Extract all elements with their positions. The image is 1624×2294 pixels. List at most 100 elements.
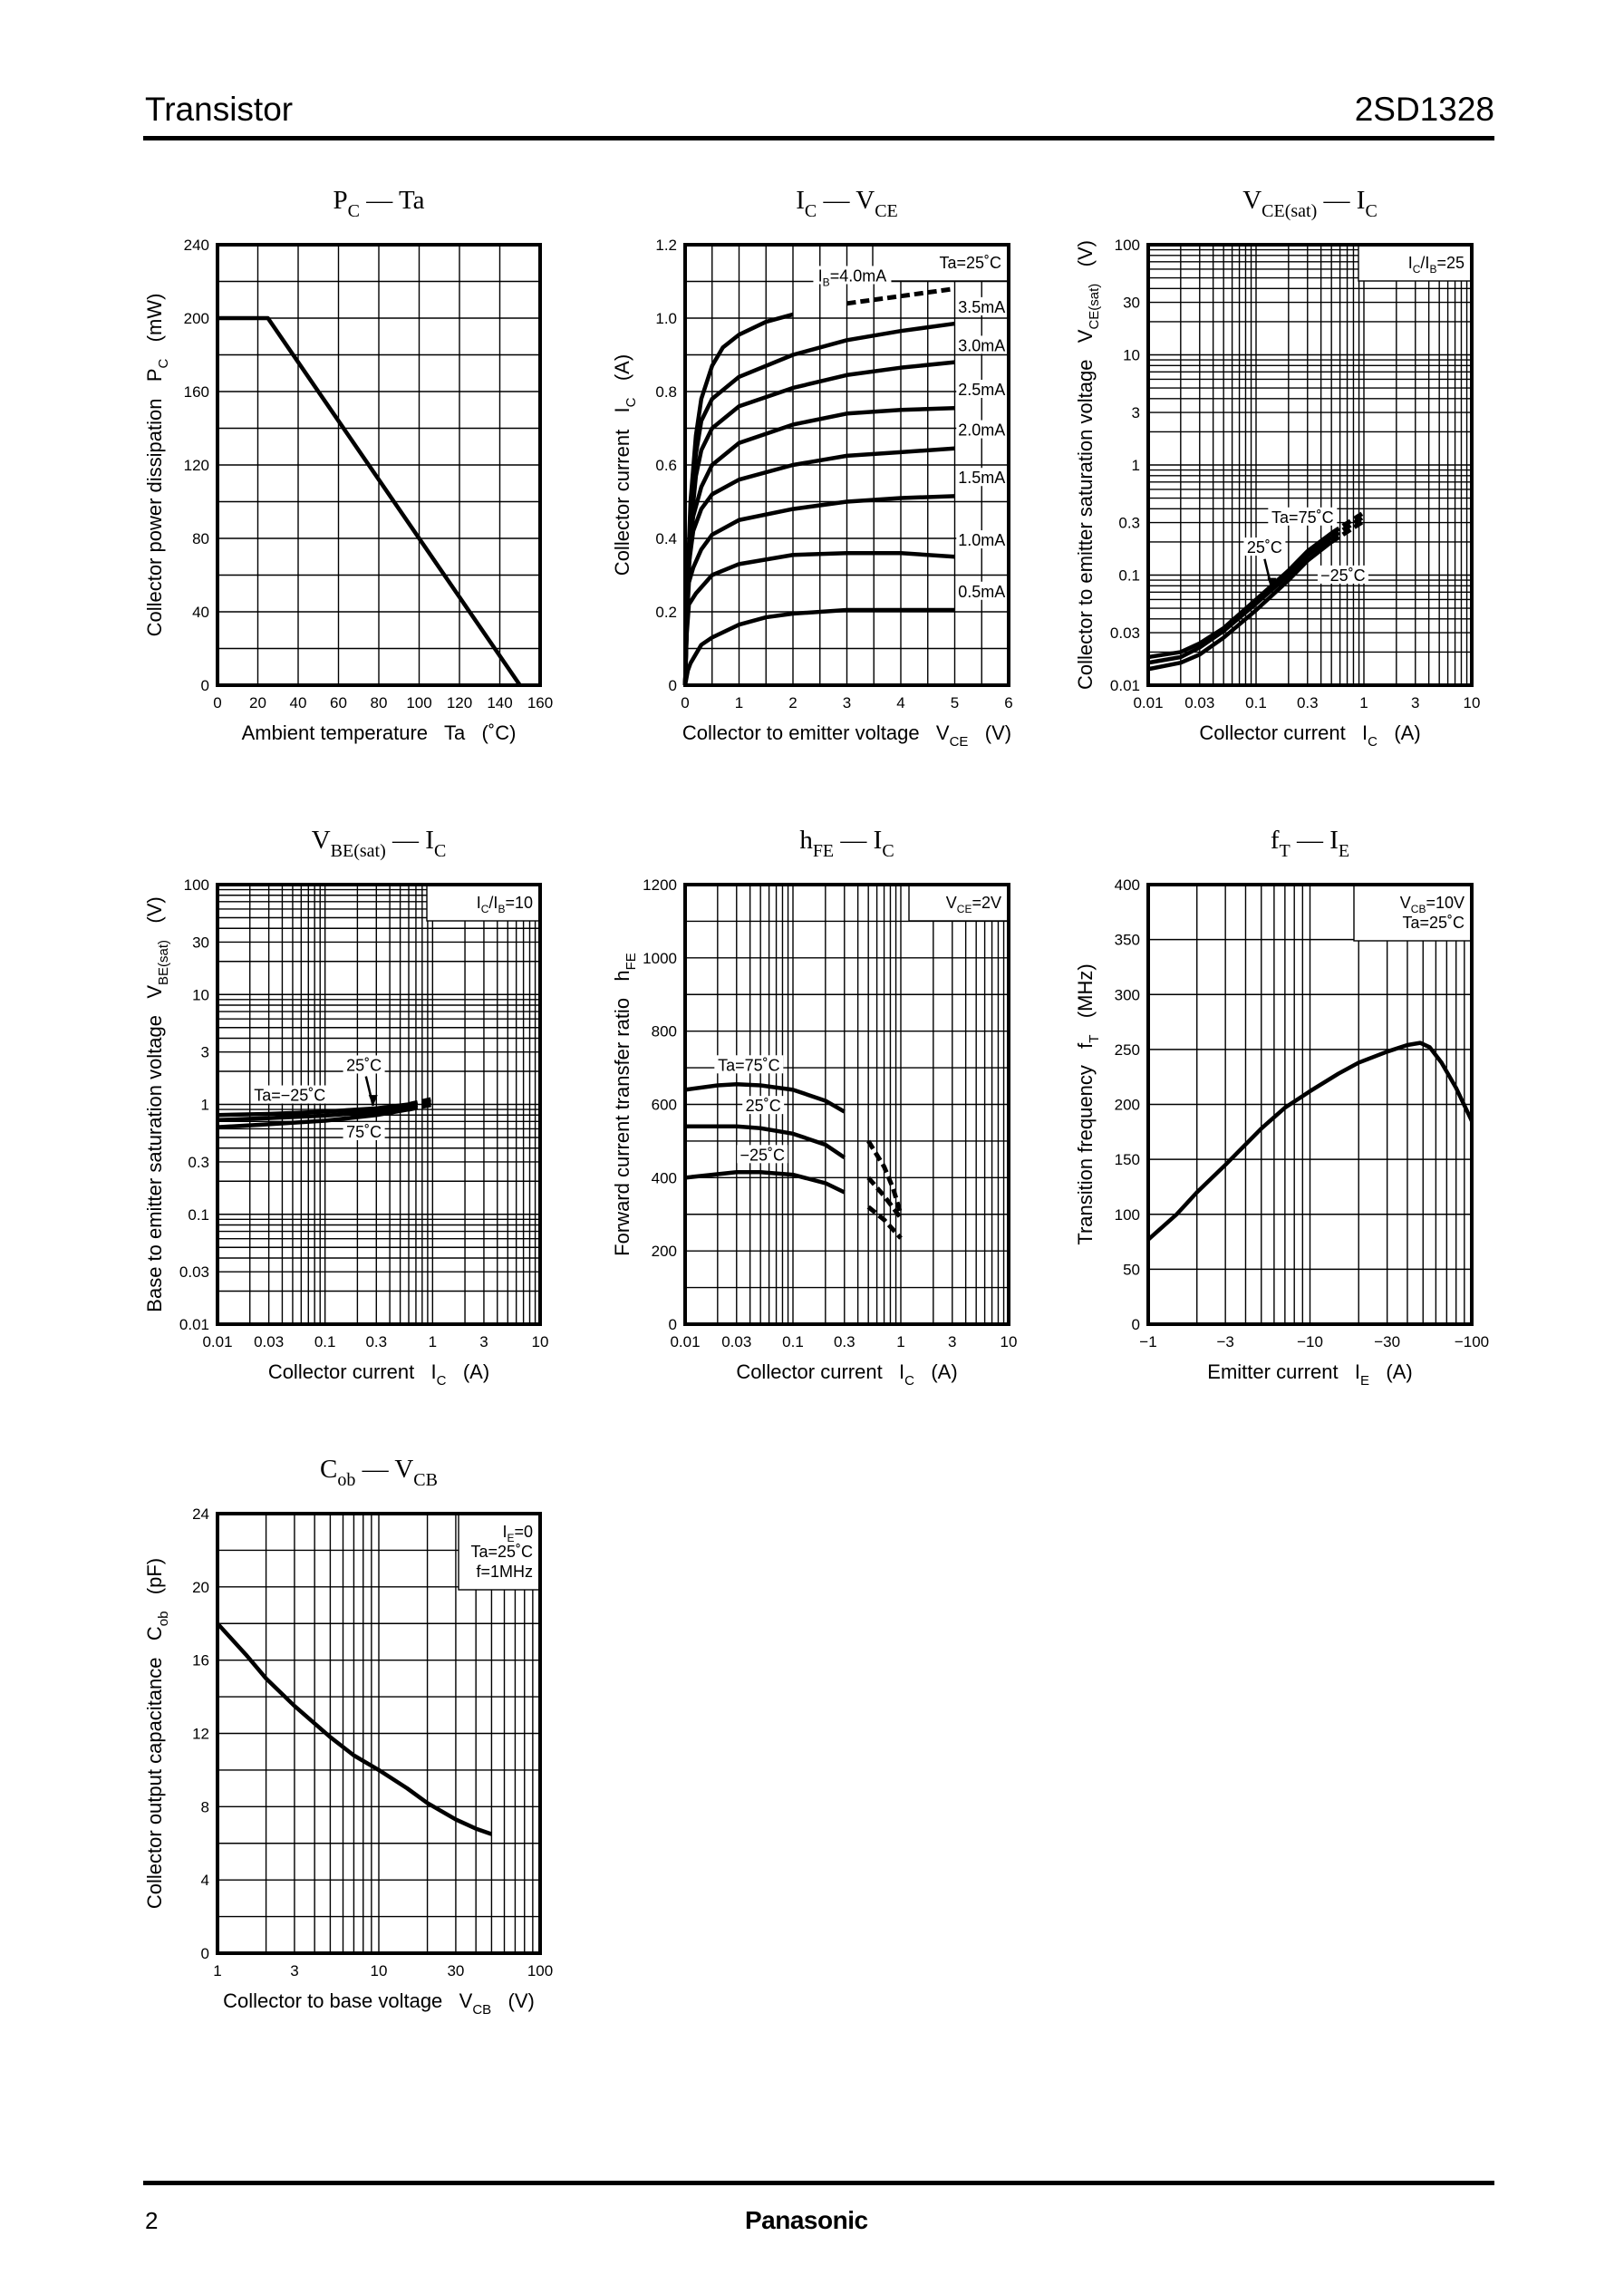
y-tick-label: 0: [1132, 1316, 1140, 1333]
x-tick-label: 1: [1359, 694, 1368, 711]
y-tick-label: 1200: [643, 876, 677, 894]
series-label-background: [1268, 507, 1338, 526]
series-label: −25˚C: [1320, 566, 1366, 585]
y-tick-label: 400: [652, 1169, 677, 1186]
y-tick-label: 100: [1115, 1206, 1140, 1224]
x-axis-label: Emitter current IE (A): [1207, 1360, 1412, 1389]
condition-label: Ta=25˚C: [1402, 914, 1464, 932]
y-axis-label: Base to emitter saturation voltage VBE(s…: [143, 896, 171, 1312]
y-tick-label: 350: [1115, 932, 1140, 949]
y-tick-label: 0.8: [655, 383, 677, 401]
series-line: [216, 1621, 493, 1836]
chart-cob-vcb: IE=0Ta=25˚C f=1MHz 1 3 10 30 100 0 4 8 12 16 20 24 Cob…: [143, 1455, 553, 2018]
x-tick-label: 10: [1000, 1333, 1018, 1350]
x-tick-label: 0.1: [782, 1333, 804, 1350]
x-axis-label: Collector current IC (A): [1199, 721, 1420, 750]
y-tick-label: 0.03: [1110, 624, 1140, 642]
x-tick-label: −3: [1216, 1333, 1233, 1350]
y-tick-label: 600: [652, 1097, 677, 1114]
series-label-background: [956, 296, 1008, 315]
series-label: 25˚C: [346, 1056, 382, 1074]
series-line: [685, 1124, 846, 1159]
chart-vcesat-ic: IC/IB=25 Ta=75˚C 25˚C −25˚C 0.01 0.03 0.1 0.3 1 3…: [1074, 186, 1480, 750]
y-tick-label: 1: [1132, 457, 1140, 474]
series-label-background: [956, 420, 1008, 439]
series-label: 1.0mA: [958, 531, 1005, 549]
footer-rule: [143, 2181, 1494, 2185]
series-line: [684, 1170, 846, 1195]
y-tick-label: 20: [192, 1579, 209, 1596]
series-line-dashed: [1329, 510, 1366, 536]
series-line: [682, 607, 955, 686]
y-tick-label: 0: [201, 677, 209, 694]
x-tick-label: 0.3: [365, 1333, 387, 1350]
y-tick-label: 0.01: [179, 1316, 209, 1333]
series-line-dashed: [408, 1099, 433, 1109]
y-tick-label: 800: [652, 1023, 677, 1041]
chart-title: VCE(sat) — IC: [1242, 186, 1378, 221]
chart-vbesat-ic: IC/IB=10 Ta=−25˚C 25˚C 75˚C 0.01 0.03 0.1 0.3 1 3…: [143, 826, 548, 1389]
x-tick-label: −10: [1297, 1333, 1323, 1350]
series-label-background: [737, 1145, 788, 1164]
x-tick-label: 80: [371, 694, 388, 711]
series-line: [217, 1102, 410, 1118]
y-tick-label: 50: [1123, 1261, 1140, 1278]
chart-title: hFE — IC: [799, 826, 894, 861]
y-tick-label: 200: [184, 310, 209, 327]
series-label-background: [956, 581, 1008, 600]
y-tick-label: 0.3: [1118, 515, 1140, 532]
y-tick-label: 40: [192, 604, 209, 621]
conditions-box: [1353, 884, 1473, 942]
series-label: Ta=75˚C: [718, 1056, 780, 1074]
x-tick-label: 0.1: [314, 1333, 336, 1350]
series-line-dashed: [408, 1102, 433, 1112]
series-line: [1147, 536, 1333, 665]
x-tick-label: 3: [290, 1962, 298, 1979]
y-axis-label: Collector to emitter saturation voltage …: [1074, 240, 1102, 690]
x-tick-label: 0.03: [721, 1333, 751, 1350]
x-tick-label: 0.03: [254, 1333, 284, 1350]
plot-frame: [1146, 243, 1474, 687]
y-tick-label: 1.0: [655, 310, 677, 327]
y-tick-label: 0.01: [1110, 677, 1140, 694]
x-tick-label: 100: [406, 694, 431, 711]
y-tick-label: 1000: [643, 950, 677, 967]
part-number: 2SD1328: [1354, 91, 1494, 128]
x-tick-label: 60: [330, 694, 347, 711]
series-line: [1146, 1041, 1474, 1242]
chart-title: Cob — VCB: [320, 1455, 438, 1490]
series-label: 1.5mA: [958, 469, 1005, 487]
x-tick-label: 120: [447, 694, 472, 711]
x-tick-label: 140: [487, 694, 512, 711]
series-line-dashed: [1329, 514, 1366, 540]
condition-label: Ta=25˚C: [470, 1543, 533, 1561]
chart-title: PC — Ta: [333, 186, 424, 221]
series-label-background: [956, 335, 1008, 354]
y-tick-label: 150: [1115, 1151, 1140, 1168]
x-tick-label: 3: [479, 1333, 488, 1350]
plot-frame: [1146, 883, 1474, 1326]
y-tick-label: 160: [184, 383, 209, 401]
x-tick-label: 5: [951, 694, 959, 711]
chart-ic-vce: Ta=25˚C IB=4.0mA 3.5mA 3.0mA 2.5mA 2.0mA 1.5mA…: [611, 186, 1013, 750]
series-label: 3.5mA: [958, 298, 1005, 316]
y-axis-label: Collector power dissipation PC (mW): [143, 294, 171, 637]
chart-hfe-ic: VCE=2V Ta=75˚C 25˚C −25˚C 0.01 0.03 0.1 0.3 1 3 10…: [611, 826, 1017, 1389]
plot-frame: [683, 883, 1010, 1326]
x-tick-label: 1: [735, 694, 743, 711]
series-label-background: [250, 1085, 329, 1104]
series-line: [217, 1107, 410, 1129]
series-line-dashed: [1329, 518, 1366, 545]
condition-label: f=1MHz: [476, 1563, 533, 1581]
x-tick-label: −30: [1374, 1333, 1400, 1350]
x-axis-label: Collector to emitter voltage VCE (V): [682, 721, 1011, 750]
y-tick-label: 1.2: [655, 237, 677, 254]
y-tick-label: 0: [669, 677, 677, 694]
series-label-background: [1243, 537, 1286, 557]
condition-label: IC/IB=25: [1408, 254, 1464, 276]
series-label-background: [956, 380, 1008, 399]
chart-pc-ta: 0 20 40 60 80 100 120 140 160 0 40 80 120 160 200 240 PC…: [143, 186, 553, 744]
x-tick-label: 10: [532, 1333, 549, 1350]
series-label-background: [1317, 565, 1368, 584]
y-tick-label: 250: [1115, 1041, 1140, 1059]
